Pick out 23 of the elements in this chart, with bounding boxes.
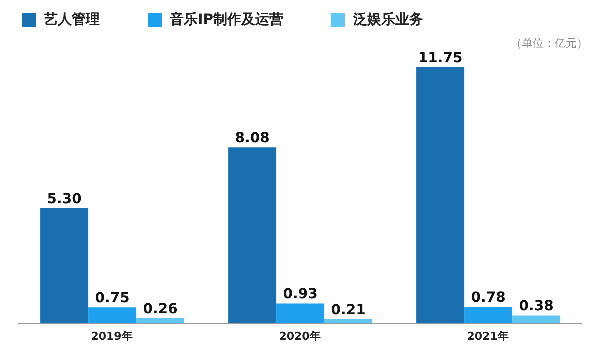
text: （单位：亿元） (511, 36, 588, 51)
data-label: 0.38 (519, 298, 554, 315)
data-label: 8.08 (235, 130, 270, 147)
data-label: 0.93 (283, 286, 318, 303)
data-label: 0.21 (331, 302, 366, 318)
data-label: 11.75 (418, 50, 463, 66)
data-label: 0.78 (471, 290, 506, 306)
data-label: 0.75 (95, 290, 130, 307)
bar (512, 316, 561, 324)
legend-label: 艺人管理 (44, 11, 100, 29)
legend-label: 泛娱乐业务 (353, 11, 424, 29)
x-tick-label: 2020年 (279, 330, 321, 343)
x-tick-label: 2021年 (467, 330, 509, 343)
data-label: 5.30 (47, 191, 82, 208)
data-label: 0.26 (143, 301, 178, 318)
bar (40, 208, 89, 324)
x-tick-label: 2019年 (91, 330, 133, 343)
bar (228, 148, 277, 324)
bar (464, 306, 513, 324)
bar (88, 308, 137, 324)
bar (416, 67, 465, 324)
bar (276, 304, 325, 324)
legend-label: 音乐IP制作及运营 (170, 11, 284, 29)
